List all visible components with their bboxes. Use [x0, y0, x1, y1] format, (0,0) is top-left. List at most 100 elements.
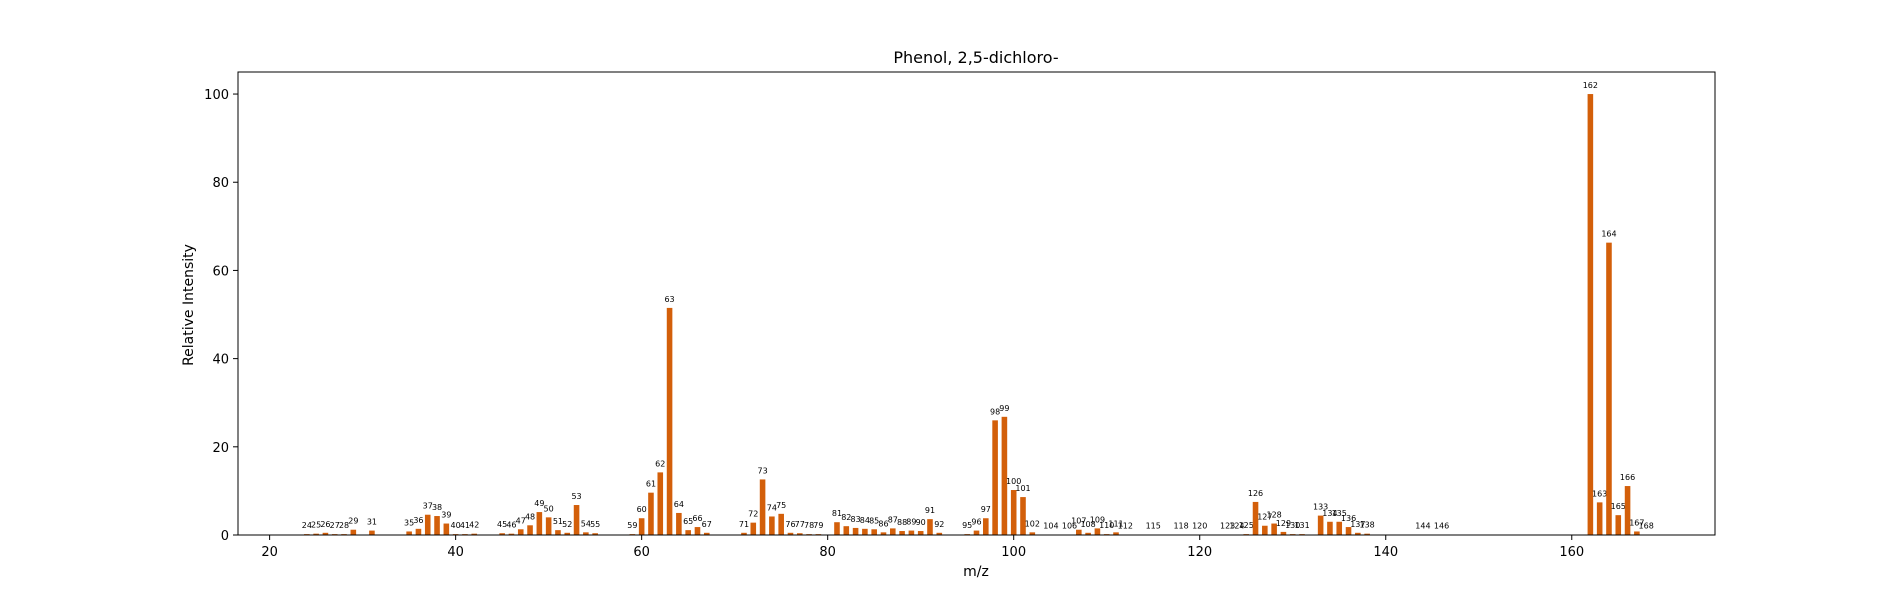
bar-mz-51 [555, 530, 561, 535]
x-tick-label-80: 80 [819, 545, 836, 560]
bar-mz-53 [574, 505, 580, 535]
bar-mz-62 [657, 472, 663, 535]
bar-label-mz-131: 131 [1294, 521, 1309, 530]
y-tick-label-80: 80 [212, 176, 229, 191]
bar-label-mz-55: 55 [590, 520, 600, 529]
y-axis-title: Relative Intensity [181, 244, 197, 366]
bar-mz-31 [369, 531, 375, 535]
bar-label-mz-52: 52 [562, 520, 572, 529]
bar-mz-135 [1336, 522, 1342, 535]
bar-label-mz-125: 125 [1239, 521, 1254, 530]
bar-mz-85 [871, 529, 877, 535]
bar-label-mz-67: 67 [702, 520, 712, 529]
bar-label-mz-75: 75 [776, 501, 786, 510]
bar-mz-88 [899, 531, 905, 535]
bar-label-mz-64: 64 [674, 500, 684, 509]
bar-mz-98 [992, 420, 998, 535]
bar-mz-97 [983, 518, 989, 535]
bar-mz-107 [1076, 530, 1082, 535]
bar-label-mz-48: 48 [525, 512, 535, 521]
x-tick-label-40: 40 [447, 545, 464, 560]
bar-mz-127 [1262, 526, 1268, 535]
bar-label-mz-31: 31 [367, 518, 377, 527]
bar-mz-89 [909, 531, 915, 535]
bar-mz-133 [1318, 516, 1324, 535]
bar-label-mz-63: 63 [664, 295, 674, 304]
bar-mz-82 [844, 526, 850, 535]
bar-label-mz-168: 168 [1639, 522, 1654, 531]
bar-label-mz-62: 62 [655, 459, 665, 468]
bar-mz-91 [927, 519, 933, 535]
x-tick-label-160: 160 [1559, 545, 1584, 560]
bar-mz-74 [769, 516, 775, 535]
bar-mz-72 [750, 523, 756, 535]
bar-mz-39 [444, 524, 450, 535]
bar-mz-163 [1597, 502, 1603, 535]
x-tick-label-140: 140 [1373, 545, 1398, 560]
y-tick-label-40: 40 [212, 353, 229, 368]
x-tick-label-60: 60 [633, 545, 650, 560]
bar-label-mz-96: 96 [971, 518, 981, 527]
bar-label-mz-126: 126 [1248, 489, 1263, 498]
bar-mz-100 [1011, 490, 1017, 535]
bar-label-mz-164: 164 [1601, 230, 1616, 239]
bar-label-mz-73: 73 [757, 466, 767, 475]
plot-frame [238, 72, 1715, 535]
bar-mz-61 [648, 493, 654, 535]
x-tick-label-20: 20 [261, 545, 278, 560]
x-tick-label-100: 100 [1001, 545, 1026, 560]
bar-mz-48 [527, 525, 533, 535]
bar-label-mz-162: 162 [1583, 81, 1598, 90]
bar-mz-87 [890, 528, 896, 535]
bar-label-mz-118: 118 [1173, 522, 1188, 531]
bar-mz-75 [778, 514, 784, 535]
bar-label-mz-99: 99 [999, 404, 1009, 413]
bar-mz-64 [676, 513, 682, 535]
y-tick-label-0: 0 [221, 529, 229, 544]
bar-label-mz-59: 59 [627, 521, 637, 530]
bar-label-mz-166: 166 [1620, 473, 1635, 482]
y-tick-label-20: 20 [212, 441, 229, 456]
bar-label-mz-165: 165 [1611, 502, 1626, 511]
bar-mz-35 [406, 531, 412, 535]
bar-label-mz-61: 61 [646, 480, 656, 489]
bar-mz-167 [1634, 531, 1640, 535]
bar-label-mz-79: 79 [813, 521, 823, 530]
y-tick-label-100: 100 [204, 88, 229, 103]
bar-label-mz-115: 115 [1146, 522, 1161, 531]
bar-label-mz-91: 91 [925, 506, 935, 515]
bar-mz-60 [639, 518, 645, 535]
bar-label-mz-71: 71 [739, 520, 749, 529]
bar-mz-165 [1615, 515, 1621, 535]
bar-mz-83 [853, 528, 859, 535]
bar-label-mz-29: 29 [348, 517, 358, 526]
bar-label-mz-120: 120 [1192, 522, 1207, 531]
bar-label-mz-92: 92 [934, 520, 944, 529]
bar-mz-84 [862, 529, 868, 535]
bar-label-mz-60: 60 [637, 505, 647, 514]
bar-mz-49 [537, 512, 543, 535]
bar-label-mz-90: 90 [916, 518, 926, 527]
bar-mz-90 [918, 531, 924, 535]
bar-label-mz-72: 72 [748, 510, 758, 519]
bar-mz-47 [518, 529, 524, 535]
bar-mz-29 [351, 530, 357, 535]
bar-label-mz-36: 36 [413, 516, 423, 525]
bar-mz-81 [834, 522, 840, 535]
bar-label-mz-112: 112 [1118, 522, 1133, 531]
bar-mz-50 [546, 517, 552, 535]
bar-label-mz-101: 101 [1015, 484, 1030, 493]
bar-mz-66 [695, 527, 701, 535]
bar-mz-162 [1588, 94, 1594, 535]
bar-mz-101 [1020, 497, 1026, 535]
bar-label-mz-138: 138 [1359, 521, 1374, 530]
bar-mz-73 [760, 479, 766, 535]
bar-mz-99 [1002, 417, 1008, 535]
bar-label-mz-102: 102 [1025, 519, 1040, 528]
bar-label-mz-42: 42 [469, 521, 479, 530]
y-tick-label-60: 60 [212, 264, 229, 279]
chart-title: Phenol, 2,5-dichloro- [893, 48, 1058, 67]
